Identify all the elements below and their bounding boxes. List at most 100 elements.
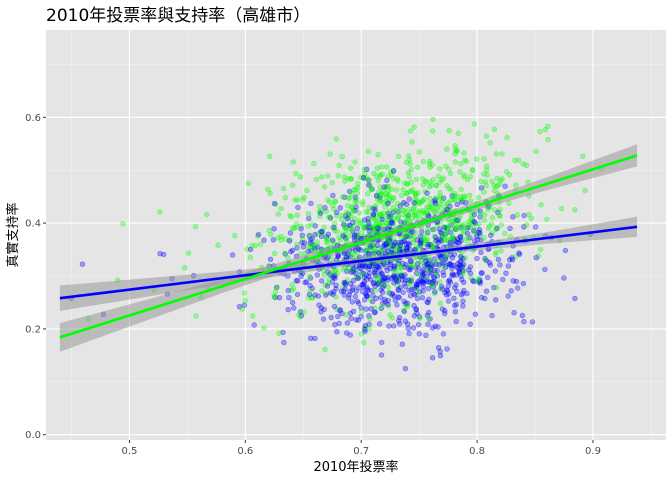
point-series-1 (366, 266, 372, 272)
point-series-2 (427, 200, 433, 207)
point-series-1 (426, 309, 432, 316)
point-series-2 (416, 210, 422, 216)
point-series-1 (519, 312, 526, 319)
point-series-2 (390, 175, 397, 182)
point-series-2 (352, 266, 358, 272)
point-series-2 (378, 191, 384, 198)
point-series-1 (385, 210, 391, 217)
point-series-2 (528, 215, 534, 221)
point-series-1 (449, 263, 455, 269)
point-series-2 (350, 208, 357, 215)
point-series-2 (408, 179, 414, 186)
point-series-1 (459, 199, 465, 205)
point-series-2 (453, 225, 459, 232)
point-series-1 (502, 183, 508, 189)
point-series-1 (331, 274, 337, 281)
point-series-1 (406, 330, 412, 337)
point-series-2 (446, 128, 452, 134)
point-series-2 (437, 193, 443, 200)
point-series-1 (297, 309, 304, 315)
point-series-1 (348, 315, 354, 322)
point-series-2 (373, 220, 379, 227)
point-series-2 (348, 176, 354, 182)
point-series-1 (425, 285, 432, 292)
point-series-2 (374, 214, 380, 220)
point-series-1 (475, 229, 482, 236)
point-series-2 (361, 224, 367, 231)
point-series-1 (385, 297, 391, 304)
point-series-1 (451, 262, 457, 269)
point-series-2 (471, 121, 477, 127)
point-series-2 (321, 272, 328, 278)
point-series-2 (416, 200, 422, 207)
point-series-2 (443, 255, 449, 261)
point-series-2 (336, 234, 342, 241)
point-series-1 (425, 299, 431, 306)
point-series-2 (385, 187, 392, 194)
point-series-2 (376, 224, 383, 230)
point-series-1 (392, 239, 398, 246)
point-series-1 (315, 244, 321, 250)
point-series-1 (352, 293, 358, 300)
point-series-1 (438, 238, 444, 244)
point-series-1 (395, 286, 401, 292)
point-series-2 (451, 192, 457, 199)
point-series-2 (333, 267, 339, 274)
point-series-2 (458, 186, 464, 193)
point-series-2 (378, 172, 384, 178)
point-series-2 (301, 309, 307, 315)
point-series-2 (431, 233, 438, 240)
point-series-1 (380, 279, 387, 285)
point-series-2 (344, 277, 350, 283)
point-series-2 (428, 182, 435, 189)
point-series-1 (440, 195, 447, 201)
point-series-2 (323, 208, 329, 215)
point-series-1 (426, 296, 432, 302)
point-series-1 (424, 299, 430, 305)
point-series-2 (268, 231, 274, 238)
point-series-2 (398, 192, 405, 199)
point-series-1 (332, 273, 338, 279)
point-series-1 (359, 282, 365, 288)
point-series-1 (403, 277, 409, 284)
point-series-1 (424, 262, 430, 268)
point-series-2 (458, 253, 464, 260)
point-series-1 (419, 269, 425, 275)
point-series-2 (343, 312, 349, 318)
point-series-1 (444, 346, 450, 352)
point-series-2 (343, 236, 349, 242)
point-series-1 (368, 288, 375, 294)
point-series-1 (432, 280, 439, 286)
point-series-1 (229, 252, 236, 258)
point-series-2 (323, 236, 330, 242)
point-series-2 (483, 133, 490, 139)
point-series-1 (472, 311, 479, 317)
point-series-1 (389, 292, 395, 298)
point-series-1 (572, 295, 578, 302)
point-series-1 (411, 286, 417, 292)
point-series-1 (348, 269, 354, 275)
point-series-2 (452, 143, 458, 149)
point-series-2 (433, 195, 439, 201)
point-series-1 (396, 240, 402, 246)
point-series-2 (463, 158, 470, 165)
point-series-1 (477, 214, 483, 220)
point-series-2 (349, 252, 355, 258)
point-series-2 (580, 153, 586, 160)
point-series-1 (272, 294, 278, 300)
point-series-2 (473, 231, 480, 238)
point-series-2 (443, 231, 449, 238)
point-series-1 (456, 268, 463, 275)
point-series-1 (419, 295, 426, 301)
point-series-1 (358, 265, 364, 271)
point-series-1 (365, 177, 372, 183)
point-series-1 (291, 305, 297, 311)
point-series-1 (444, 226, 450, 232)
point-series-2 (497, 206, 503, 213)
point-series-2 (582, 187, 588, 194)
point-series-1 (532, 224, 539, 230)
point-series-1 (309, 285, 315, 292)
point-series-1 (318, 305, 324, 311)
point-series-1 (435, 324, 441, 330)
point-series-1 (421, 267, 427, 273)
